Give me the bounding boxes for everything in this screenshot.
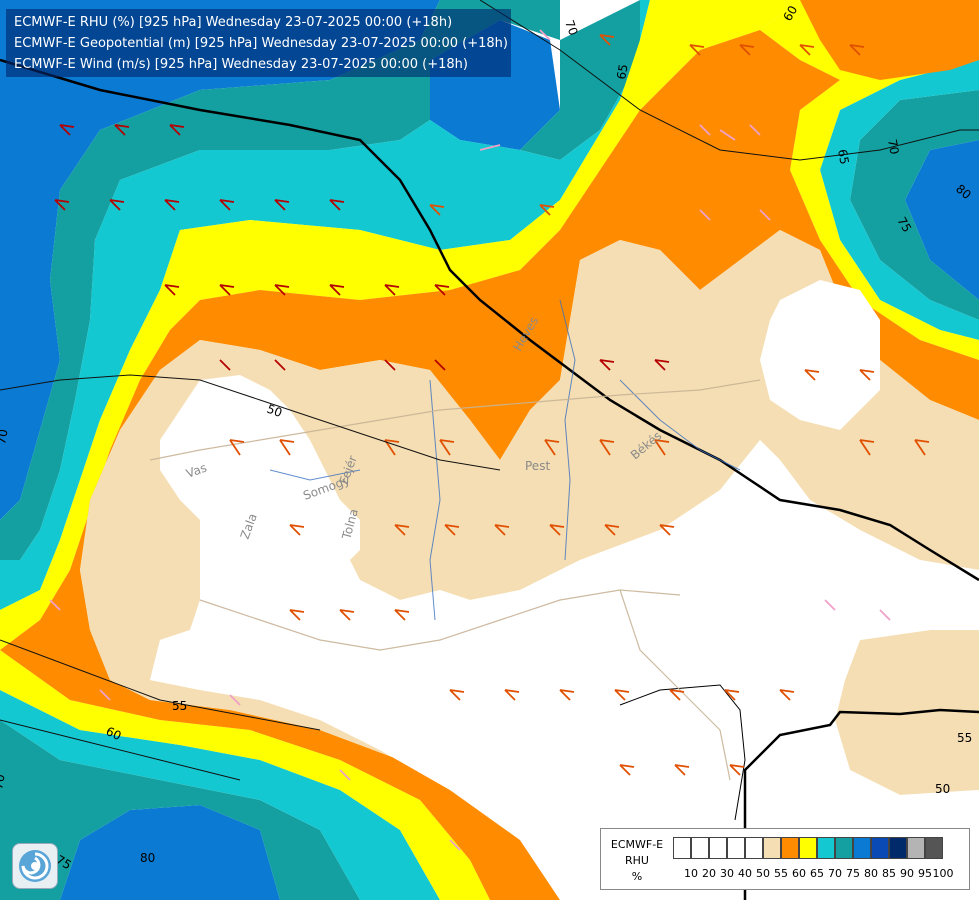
country-border-north <box>0 58 979 582</box>
geopotential-contours <box>0 0 979 781</box>
header-line-geopotential: ECMWF-E Geopotential (m) [925 hPa] Wedne… <box>14 36 508 51</box>
contour-label: 75 <box>894 215 914 235</box>
rhu-65-band-sw <box>0 650 490 900</box>
legend-tick-label: 50 <box>756 867 770 880</box>
contour-label: 60 <box>780 3 800 23</box>
legend-swatch <box>781 837 799 859</box>
legend-swatch <box>673 837 691 859</box>
legend-title-unit: % <box>631 870 643 883</box>
contour-label: 55 <box>957 731 972 745</box>
rhu-80-area-bottom <box>60 805 280 900</box>
rhu-70-band <box>0 0 650 610</box>
rhu-80-area-east <box>905 140 979 300</box>
legend-tick-label: 95 <box>918 867 932 880</box>
legend-swatch <box>871 837 889 859</box>
legend-swatch <box>817 837 835 859</box>
ecmwf-swirl-icon <box>12 843 58 889</box>
contour-label: 70 <box>562 18 580 37</box>
legend-tick-label: 55 <box>774 867 788 880</box>
legend-swatch <box>727 837 745 859</box>
region-border-south <box>619 684 746 821</box>
contour-label: 55 <box>172 699 187 713</box>
legend-color-bar <box>673 837 943 859</box>
legend-swatch <box>691 837 709 859</box>
legend-swatch <box>889 837 907 859</box>
rhu-70-band-east <box>820 60 979 340</box>
legend-tick-label: 85 <box>882 867 896 880</box>
rhu-50-area-ne <box>760 280 880 430</box>
rivers <box>269 299 741 621</box>
legend-swatch <box>925 837 943 859</box>
legend-tick-label: 65 <box>810 867 824 880</box>
legend-tick-label: 20 <box>702 867 716 880</box>
contour-label: 70 <box>885 138 901 155</box>
rhu-75-band-sw <box>0 720 360 900</box>
rhu-75-band-west <box>0 0 560 560</box>
legend-tick-label: 75 <box>846 867 860 880</box>
legend-swatch <box>835 837 853 859</box>
rhu-60-band-top <box>800 0 979 80</box>
legend-tick-label: 40 <box>738 867 752 880</box>
legend-swatch <box>799 837 817 859</box>
contour-label: 65 <box>614 63 630 80</box>
contour-label: 70 <box>0 428 11 445</box>
legend-swatch <box>853 837 871 859</box>
legend-swatch <box>907 837 925 859</box>
map-info-header: ECMWF-E RHU (%) [925 hPa] Wednesday 23-0… <box>6 9 511 77</box>
place-label-pest: Pest <box>525 459 550 473</box>
legend-tick-label: 70 <box>828 867 842 880</box>
contour-label: 70 <box>0 773 8 790</box>
legend-tick-label: 30 <box>720 867 734 880</box>
legend-tick-label: 10 <box>684 867 698 880</box>
rhu-75-band-east <box>850 90 979 320</box>
contour-label: 65 <box>835 148 851 165</box>
legend-title-variable: RHU <box>625 854 649 867</box>
place-label-vas: Vas <box>184 461 208 481</box>
rhu-55-area <box>80 230 979 900</box>
header-line-rhu: ECMWF-E RHU (%) [925 hPa] Wednesday 23-0… <box>14 15 453 30</box>
country-border-south <box>743 708 979 900</box>
contour-label: 60 <box>104 724 124 743</box>
legend-tick-label: 80 <box>864 867 878 880</box>
legend-ticks: 10 20 30 40 50 55 60 65 70 75 80 85 90 95 100 <box>673 867 973 881</box>
contour-label: 80 <box>140 851 155 865</box>
rhu-75-ne-ring <box>520 0 640 160</box>
legend-swatch <box>709 837 727 859</box>
contour-label: 75 <box>54 852 74 872</box>
legend-tick-label: 100 <box>932 867 954 880</box>
rhu-50-area-west <box>160 375 360 600</box>
rhu-65-band <box>0 0 800 650</box>
legend-tick-label: 90 <box>900 867 914 880</box>
legend-tick-label: 60 <box>792 867 806 880</box>
legend-swatch <box>763 837 781 859</box>
contour-label: 50 <box>935 782 950 796</box>
admin-borders <box>149 379 761 781</box>
legend-title-model: ECMWF-E <box>610 838 664 851</box>
header-line-wind: ECMWF-E Wind (m/s) [925 hPa] Wednesday 2… <box>14 57 468 72</box>
rhu-70-band-sw <box>0 690 440 900</box>
legend-swatch <box>745 837 763 859</box>
rhu-50-area-south <box>150 440 979 900</box>
rhu-legend: ECMWF-E RHU % 10 20 30 40 50 55 60 65 70 75 80 85 90… <box>600 828 970 890</box>
contour-labels: 70 60 65 65 70 80 75 50 55 60 70 75 80 5… <box>0 3 974 872</box>
contour-label: 50 <box>265 402 284 420</box>
legend-title: ECMWF-E RHU % <box>603 837 671 885</box>
rhu-60-band <box>0 30 979 900</box>
